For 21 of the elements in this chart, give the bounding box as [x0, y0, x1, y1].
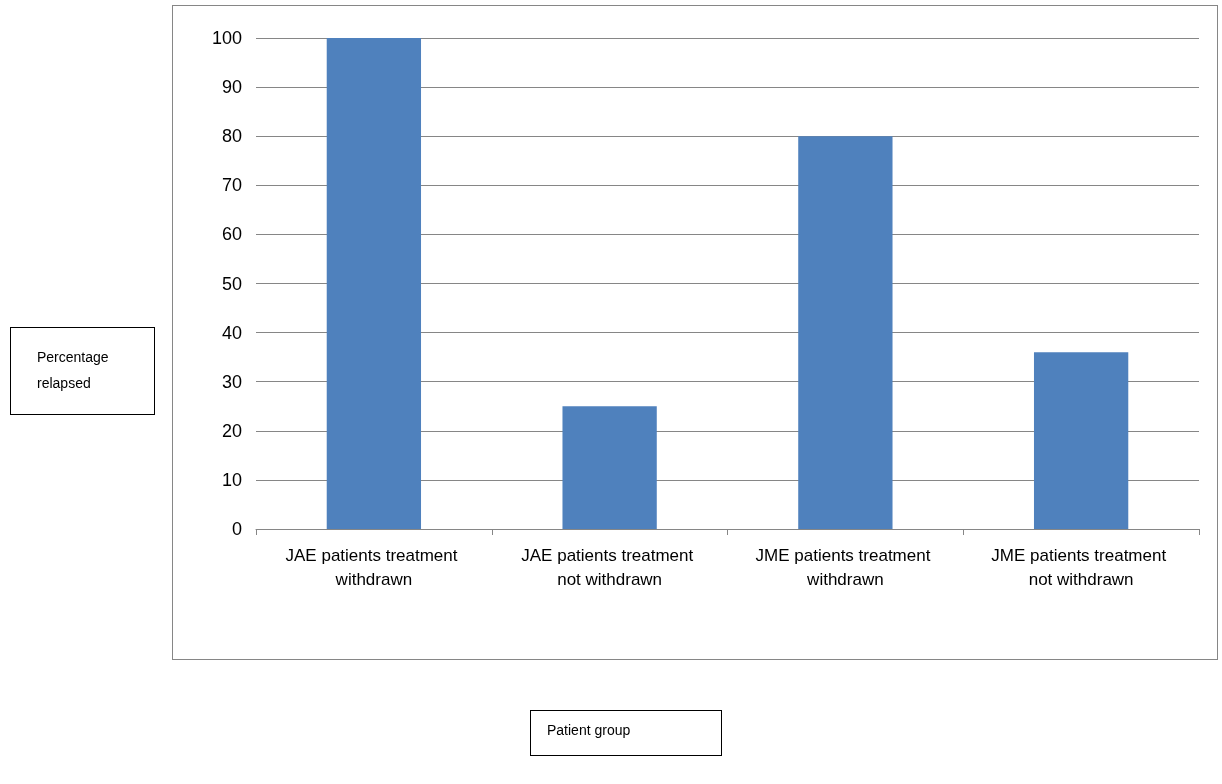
x-tick-label: JME patients treatment not withdrawn — [991, 545, 1171, 589]
bar — [798, 136, 893, 529]
bar — [1033, 352, 1129, 529]
y-tick-label: 60 — [221, 224, 242, 245]
y-tick-label: 20 — [221, 420, 242, 441]
y-tick-label: 80 — [221, 126, 242, 147]
y-tick-label: 90 — [221, 77, 242, 98]
bar — [326, 38, 422, 529]
text: Percentage relapsed — [10, 327, 155, 415]
y-tick-label: 70 — [221, 175, 242, 196]
y-tick-label: 50 — [221, 273, 242, 294]
y-tick-label: 100 — [211, 28, 242, 48]
y-tick-label: 10 — [221, 469, 242, 490]
y-tick-label: 30 — [221, 371, 242, 392]
y-tick-label: 0 — [231, 519, 242, 539]
text: Patient group — [530, 710, 722, 756]
y-tick-label: 40 — [221, 322, 242, 343]
x-tick-label: JME patients treatment withdrawn — [755, 545, 936, 589]
bar — [562, 406, 657, 529]
x-tick-label: JAE patients treatment withdrawn — [285, 545, 463, 589]
x-tick-label: JAE patients treatment not withdrawn — [521, 545, 698, 589]
